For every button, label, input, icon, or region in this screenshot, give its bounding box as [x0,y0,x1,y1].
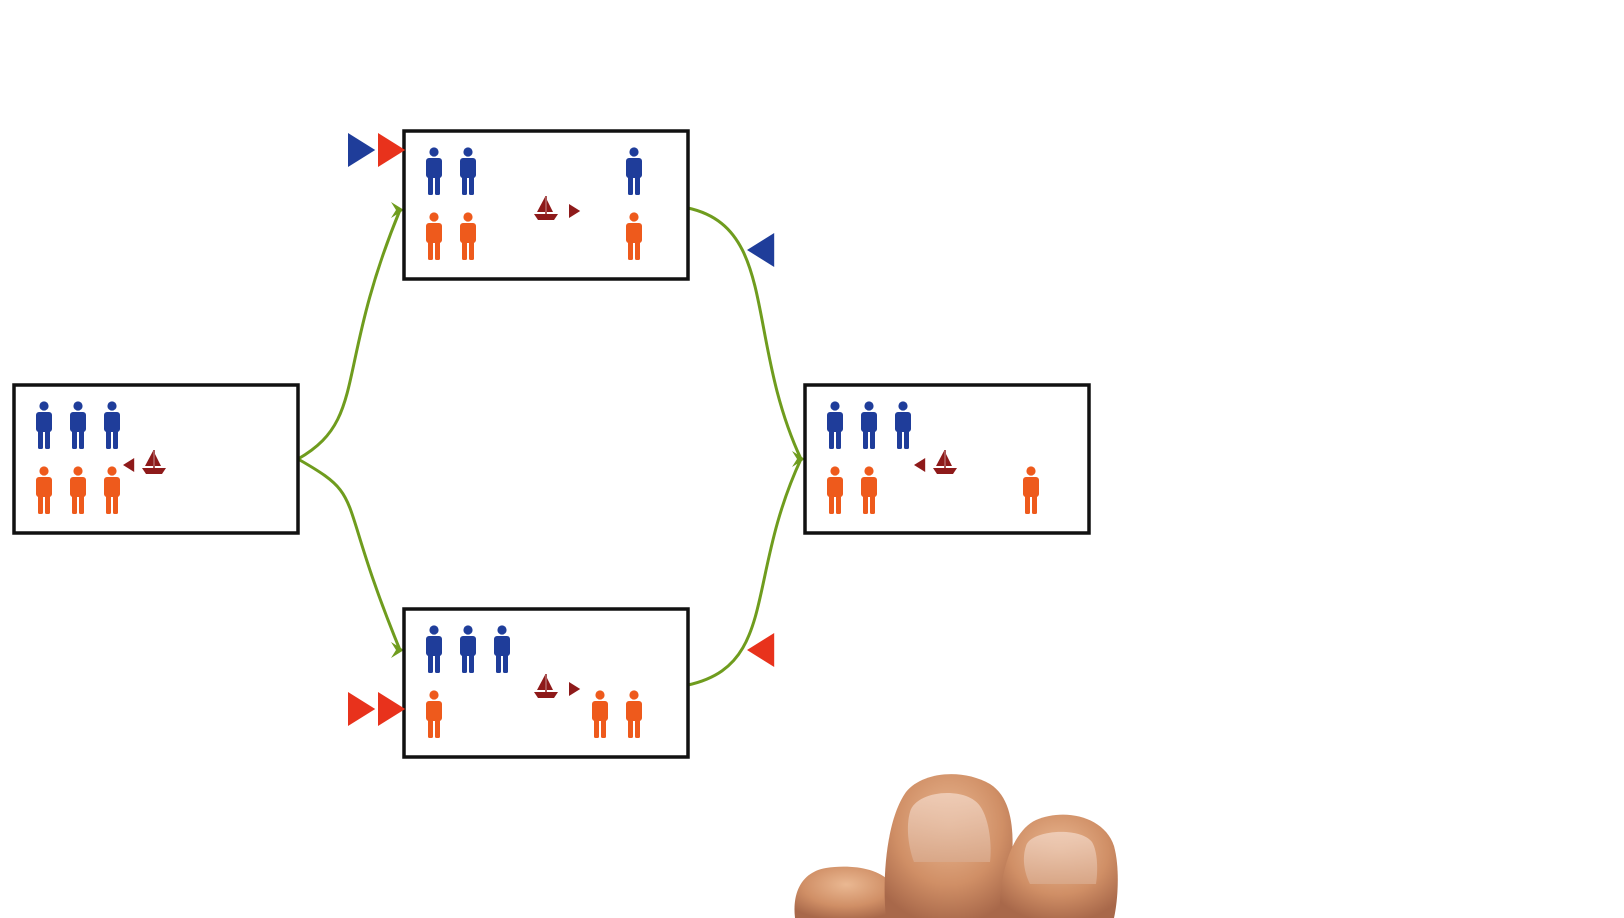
presenter-hand [794,774,1117,918]
action-bottom-end [747,633,774,667]
edge-top-to-end [688,208,801,459]
state-top [404,131,688,279]
cannibal-action-right-icon [348,692,375,726]
edge-start-to-top [298,210,400,459]
state-start [14,385,298,533]
cannibal-action-left-icon [747,633,774,667]
action-start-top [348,133,405,167]
action-top-end [747,233,774,267]
fingernail-middle [1024,832,1097,884]
edge-start-to-bottom [298,459,400,650]
state-boxes [14,131,1089,757]
cannibal-action-right-icon [378,692,405,726]
missionary-action-right-icon [348,133,375,167]
finger-left [794,867,898,918]
state-end [805,385,1089,533]
action-start-bottom [348,692,405,726]
cannibal-action-right-icon [378,133,405,167]
edge-bottom-to-end [688,459,801,685]
missionary-action-left-icon [747,233,774,267]
state-bottom [404,609,688,757]
